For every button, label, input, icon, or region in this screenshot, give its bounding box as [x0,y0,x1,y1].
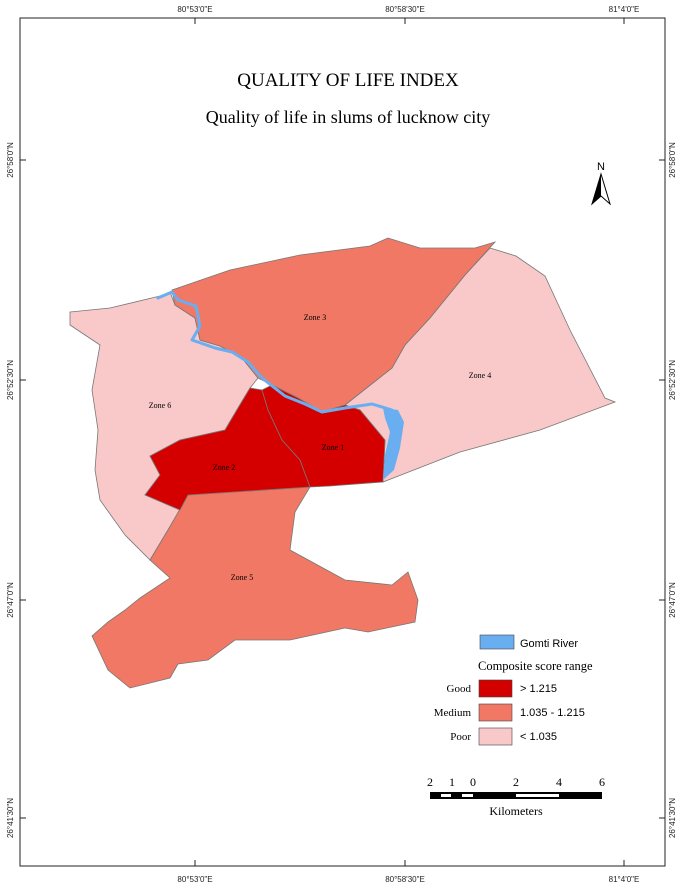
legend-item-good-range: > 1.215 [520,683,557,695]
legend-item-medium-range: 1.035 - 1.215 [520,707,585,719]
zones-layer [69,237,617,689]
legend-item-poor-label: Poor [450,731,471,743]
scale-unit-label: Kilometers [489,804,543,818]
zone-6-label: Zone 6 [149,401,171,410]
scale-tick-label: 6 [599,775,605,789]
legend-river-swatch [479,634,515,650]
zone-4-label: Zone 4 [469,371,491,380]
coord-left-4: 26°41'30"N [6,798,15,838]
coord-bottom-1: 80°53'0"E [177,875,212,884]
legend-river-label: Gomti River [520,638,578,650]
coord-left-2: 26°52'30"N [6,360,15,400]
coord-left-1: 26°58'0"N [6,142,15,178]
legend-item-medium-label: Medium [434,707,472,719]
gomti-river [156,290,404,480]
coord-bottom-2: 80°58'30"E [385,875,425,884]
coord-right-3: 26°47'0"N [668,582,677,618]
river-lake [383,408,404,480]
legend-item-good-label: Good [447,683,472,695]
zone-5-label: Zone 5 [231,573,253,582]
zone-3-label: Zone 3 [304,313,326,322]
coord-left-3: 26°47'0"N [6,582,15,618]
north-arrow-label: N [597,161,605,173]
coord-right-2: 26°52'30"N [668,360,677,400]
scale-tick-label: 2 [513,775,519,789]
zone-2-label: Zone 2 [213,463,235,472]
legend-heading: Composite score range [478,659,593,673]
zone-1-label: Zone 1 [322,443,344,452]
coord-top-1: 80°53'0"E [177,5,212,14]
scale-tick-label: 0 [470,775,476,789]
zone-1-area[interactable] [261,384,386,488]
coord-top-2: 80°58'30"E [385,5,425,14]
map-subtitle: Quality of life in slums of lucknow city [206,107,490,127]
coord-top-3: 81°4'0"E [609,5,640,14]
map-frame [19,17,666,867]
river-channel [156,290,394,414]
legend-item-poor-range: < 1.035 [520,731,557,743]
coord-right-4: 26°41'30"N [668,798,677,838]
zone-5-area[interactable] [91,486,419,689]
scale-tick-label: 2 [427,775,433,789]
scale-bar: 2 1 0 2 4 6 Kilometers [427,775,605,818]
north-arrow: N [591,161,611,206]
scale-tick-label: 1 [449,775,455,789]
coord-right-1: 26°58'0"N [668,142,677,178]
coord-bottom-3: 81°4'0"E [609,875,640,884]
legend-item-medium-swatch [478,703,513,722]
legend-item-poor-swatch [478,727,513,746]
scale-tick-label: 4 [556,775,562,789]
legend: Gomti River Composite score range Good >… [434,634,593,746]
map-title: QUALITY OF LIFE INDEX [237,70,459,91]
legend-item-good-swatch [478,679,513,698]
graticule-ticks [20,18,665,866]
